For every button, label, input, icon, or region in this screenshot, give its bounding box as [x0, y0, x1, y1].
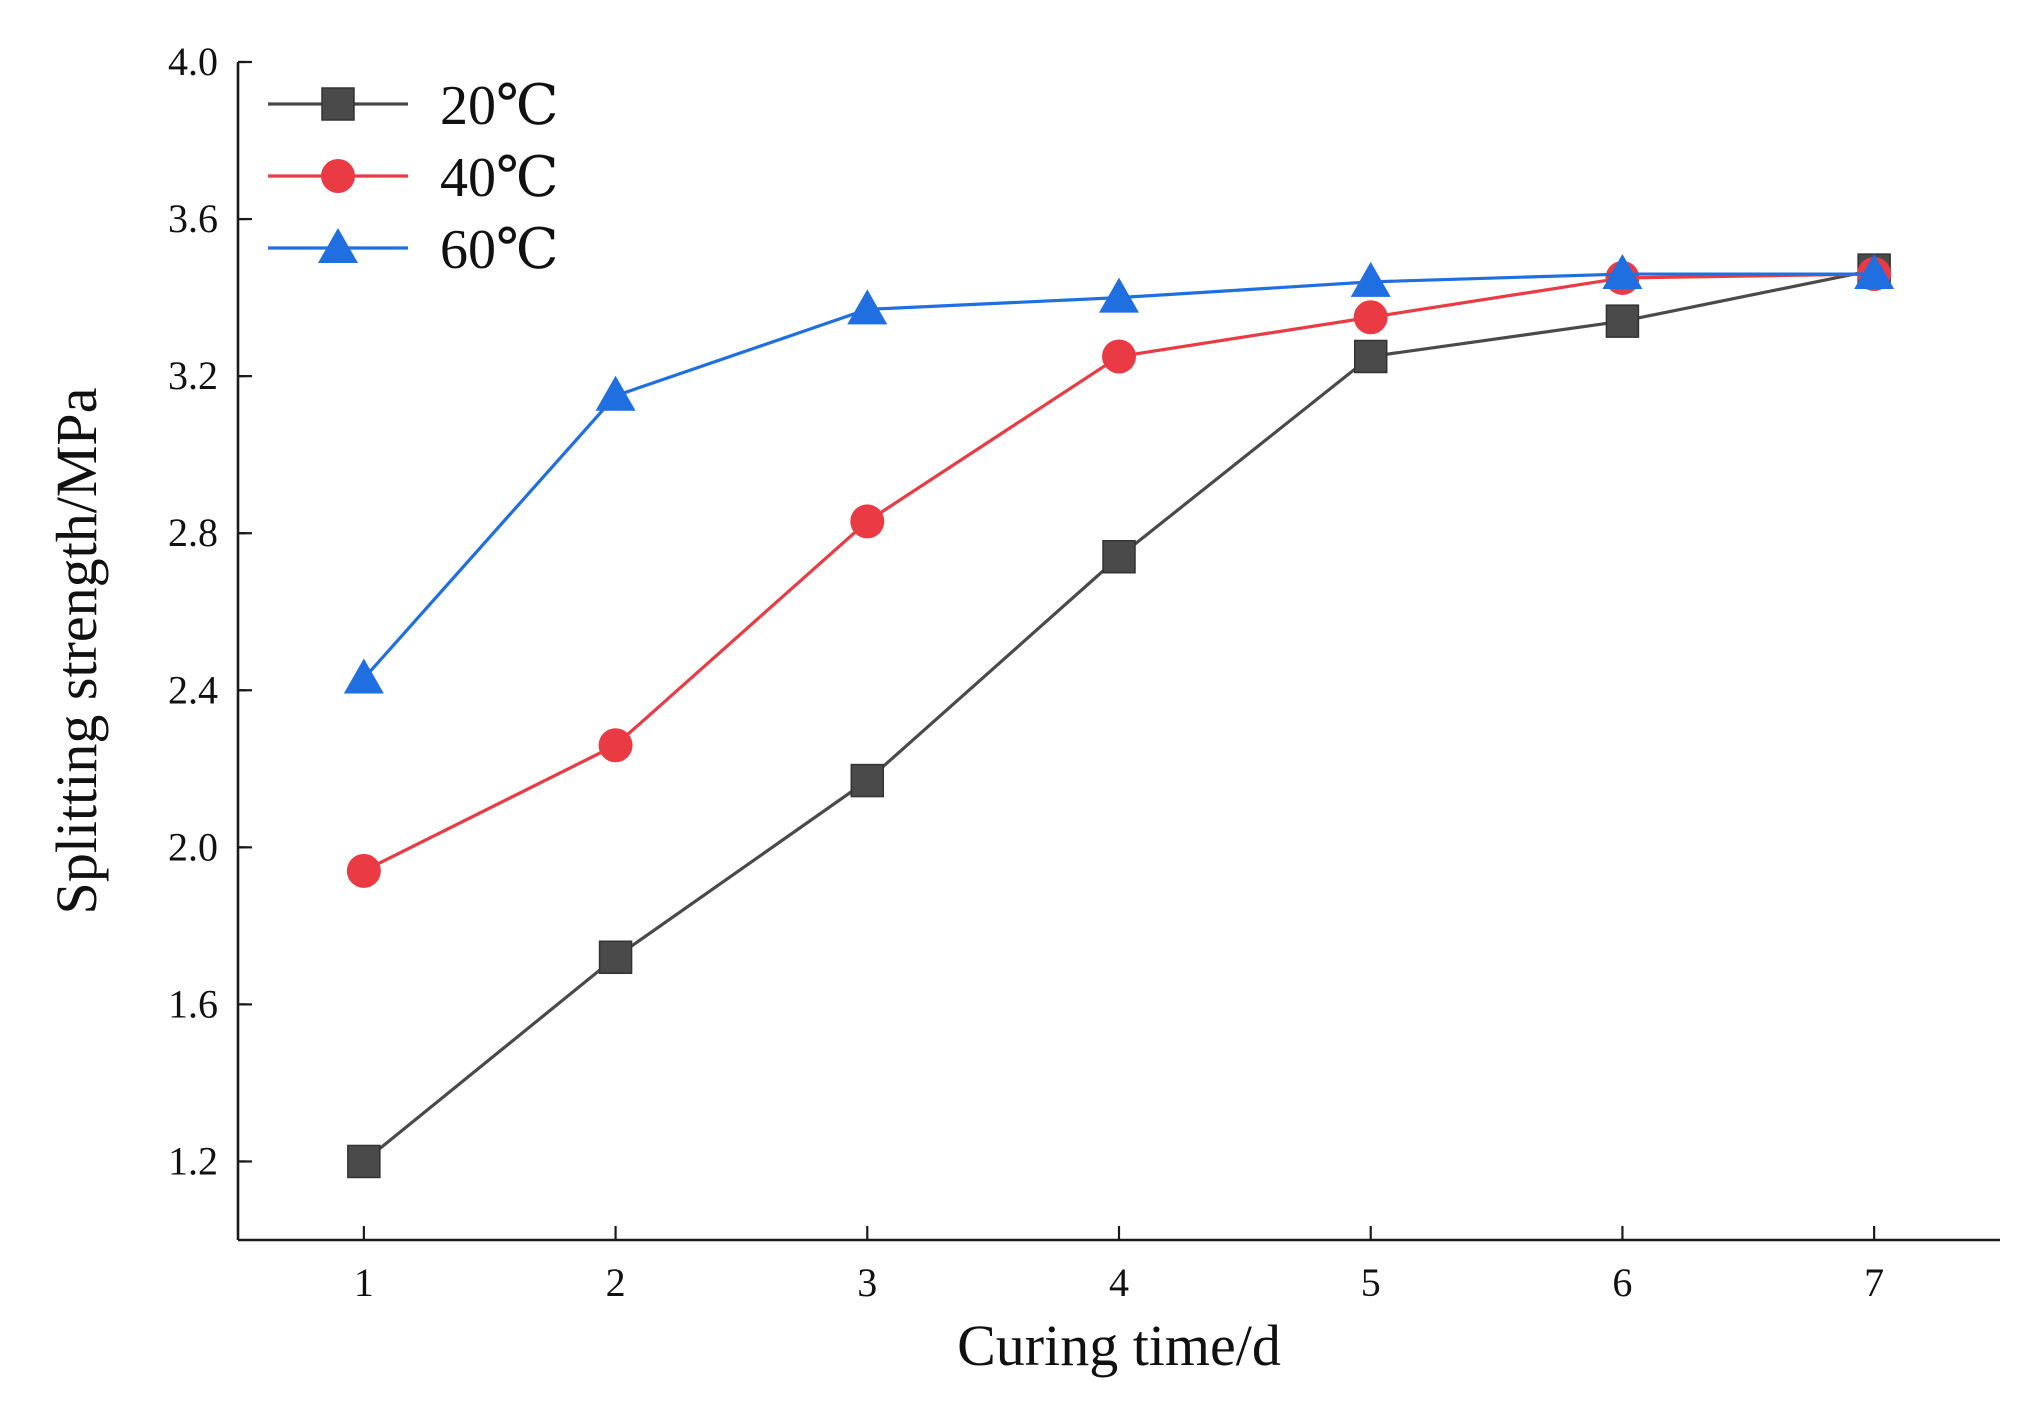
legend-label: 60℃ — [440, 219, 559, 281]
x-tick-label: 4 — [1109, 1260, 1129, 1305]
series-0 — [347, 253, 1891, 1179]
x-tick-label: 3 — [857, 1260, 877, 1305]
data-point — [598, 728, 633, 763]
data-point — [1605, 304, 1640, 338]
data-point — [343, 658, 384, 694]
data-point — [850, 763, 885, 798]
data-point — [1102, 540, 1136, 574]
data-point — [347, 1144, 381, 1179]
data-point — [595, 375, 636, 411]
y-tick-label: 1.6 — [168, 981, 218, 1026]
legend-label: 20℃ — [440, 75, 559, 137]
x-tick-label: 5 — [1361, 1260, 1381, 1305]
legend: 20℃ 40℃ 60℃ — [268, 75, 559, 281]
y-axis-ticks: 1.2 1.6 2.0 2.4 2.8 3.2 3.6 4.0 — [168, 39, 252, 1183]
x-axis-ticks: 1 2 3 4 5 6 7 — [354, 1226, 1884, 1305]
series-line — [362, 272, 1875, 680]
x-tick-label: 7 — [1864, 1260, 1884, 1305]
data-point — [346, 853, 381, 888]
legend-item: 60℃ — [268, 219, 559, 281]
y-tick-label: 3.6 — [168, 196, 218, 241]
data-point — [850, 504, 885, 539]
legend-marker — [318, 228, 358, 263]
x-tick-label: 6 — [1612, 1260, 1632, 1305]
legend-label: 40℃ — [440, 147, 559, 209]
y-tick-label: 2.4 — [168, 667, 218, 712]
y-tick-label: 4.0 — [168, 39, 218, 84]
data-point — [1099, 277, 1139, 313]
x-tick-label: 2 — [606, 1260, 626, 1305]
y-tick-label: 2.8 — [168, 510, 218, 555]
legend-item: 20℃ — [268, 75, 559, 137]
legend-marker — [321, 87, 355, 121]
x-axis-title: Curing time/d — [957, 1313, 1281, 1378]
series-line — [362, 268, 1875, 1163]
data-point — [1350, 261, 1391, 297]
y-tick-label: 3.2 — [168, 353, 218, 398]
y-axis-title: Splitting strength/MPa — [44, 388, 109, 915]
legend-item: 40℃ — [268, 147, 559, 209]
y-tick-label: 1.2 — [168, 1138, 218, 1183]
x-tick-label: 1 — [354, 1260, 374, 1305]
series-layer — [343, 253, 1895, 1179]
data-point — [1102, 339, 1136, 374]
data-point — [847, 289, 888, 325]
data-point — [1854, 254, 1895, 290]
data-point — [1602, 254, 1643, 290]
series-2 — [343, 254, 1895, 694]
legend-marker — [321, 159, 355, 193]
y-tick-label: 2.0 — [168, 824, 218, 869]
data-point — [598, 940, 633, 975]
data-point — [1353, 300, 1388, 335]
data-point — [1353, 339, 1388, 374]
